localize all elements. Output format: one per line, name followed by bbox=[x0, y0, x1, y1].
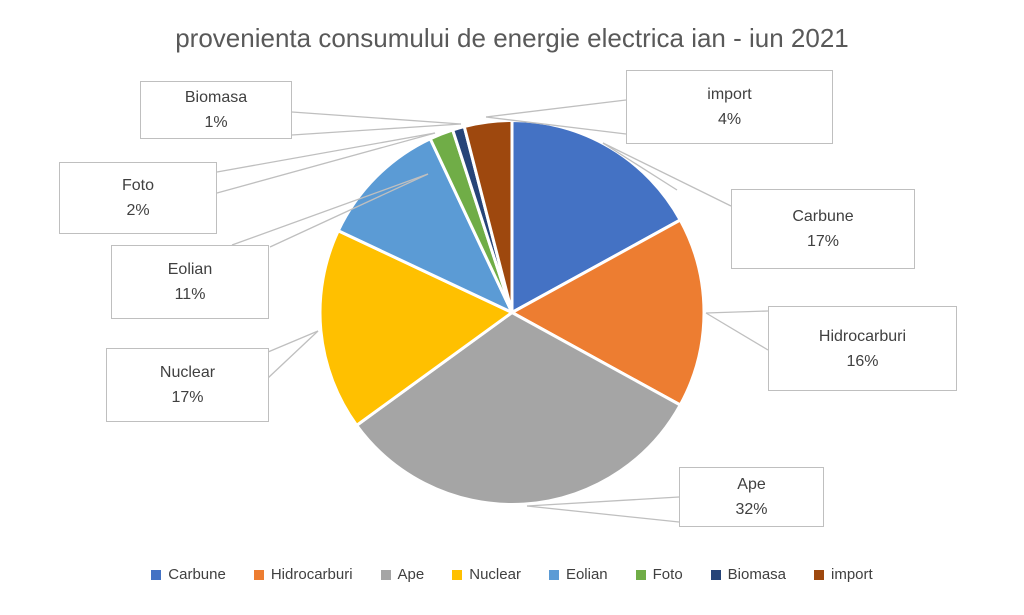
pie-slice-ape bbox=[355, 311, 682, 506]
leader-line-foto bbox=[216, 132, 436, 194]
callout-percent: 4% bbox=[717, 111, 742, 128]
callout-foto: Foto 2% bbox=[59, 162, 217, 234]
leader-line-biomasa bbox=[291, 111, 462, 125]
legend-swatch-ape bbox=[380, 569, 391, 580]
leader-line-eolian bbox=[269, 173, 429, 248]
legend-item-eolian: Eolian bbox=[548, 566, 608, 583]
leader-line-ape bbox=[526, 496, 680, 507]
leader-line-import bbox=[485, 116, 627, 135]
leader-line-nuclear bbox=[267, 330, 319, 353]
callout-carbune: Carbune 17% bbox=[731, 189, 915, 269]
leader-line-foto bbox=[216, 132, 436, 173]
legend-label: Hidrocarburi bbox=[270, 566, 353, 583]
legend-swatch-nuclear bbox=[452, 569, 463, 580]
legend-swatch-biomasa bbox=[710, 569, 721, 580]
pie-slice-eolian bbox=[336, 137, 514, 314]
callout-label: import bbox=[707, 86, 752, 103]
legend-label: Foto bbox=[652, 566, 683, 583]
callout-label: Foto bbox=[121, 177, 154, 194]
callout-label: Hidrocarburi bbox=[818, 327, 907, 345]
callout-ape: Ape 32% bbox=[679, 467, 824, 527]
callout-label: Biomasa bbox=[184, 89, 248, 106]
pie-slice-nuclear bbox=[318, 229, 514, 427]
callout-label: Eolian bbox=[167, 261, 213, 278]
leader-line-hidrocarburi bbox=[705, 310, 769, 314]
leader-line-carbune bbox=[602, 142, 732, 207]
callout-percent: 17% bbox=[171, 389, 204, 406]
legend-label: Carbune bbox=[168, 566, 226, 583]
legend-item-hidrocarburi: Hidrocarburi bbox=[253, 566, 353, 583]
legend-item-nuclear: Nuclear bbox=[452, 566, 521, 583]
callout-label: Ape bbox=[737, 476, 766, 493]
leader-line-carbune bbox=[602, 142, 678, 191]
pie-slice-hidrocarburi bbox=[510, 218, 706, 407]
legend-label: Biomasa bbox=[727, 566, 787, 583]
callout-percent: 32% bbox=[735, 501, 768, 518]
callout-label: Nuclear bbox=[159, 364, 216, 381]
legend-item-carbune: Carbune bbox=[151, 566, 226, 583]
legend-swatch-eolian bbox=[548, 569, 559, 580]
legend-label: Eolian bbox=[565, 566, 608, 583]
chart-legend: Carbune Hidrocarburi Ape Nuclear Eolian … bbox=[0, 566, 1024, 583]
legend-label: import bbox=[831, 566, 873, 583]
callout-percent: 11% bbox=[174, 286, 206, 303]
callout-label: Carbune bbox=[792, 208, 854, 225]
callout-percent: 1% bbox=[204, 114, 228, 131]
callout-biomasa: Biomasa 1% bbox=[140, 81, 292, 139]
callout-nuclear: Nuclear 17% bbox=[106, 348, 269, 422]
legend-swatch-import bbox=[814, 569, 825, 580]
legend-item-foto: Foto bbox=[635, 566, 683, 583]
leader-line-import bbox=[485, 99, 627, 118]
callout-percent: 2% bbox=[126, 202, 150, 219]
legend-swatch-carbune bbox=[151, 569, 162, 580]
callout-percent: 17% bbox=[806, 233, 840, 250]
legend-item-import: import bbox=[814, 566, 873, 583]
leader-line-eolian bbox=[231, 173, 429, 246]
legend-label: Nuclear bbox=[469, 566, 521, 583]
chart-title: provenienta consumului de energie electr… bbox=[175, 23, 849, 53]
leader-line-ape bbox=[526, 505, 680, 523]
callout-percent: 16% bbox=[846, 352, 879, 370]
callout-import: import 4% bbox=[626, 70, 833, 144]
legend-swatch-hidrocarburi bbox=[253, 569, 264, 580]
leader-line-nuclear bbox=[267, 330, 319, 379]
legend-item-biomasa: Biomasa bbox=[710, 566, 787, 583]
callout-hidrocarburi: Hidrocarburi 16% bbox=[768, 306, 957, 391]
legend-item-ape: Ape bbox=[380, 566, 425, 583]
leader-line-hidrocarburi bbox=[705, 312, 769, 351]
leader-line-biomasa bbox=[291, 123, 462, 136]
callout-eolian: Eolian 11% bbox=[111, 245, 269, 319]
legend-label: Ape bbox=[397, 566, 425, 583]
legend-swatch-foto bbox=[635, 569, 646, 580]
